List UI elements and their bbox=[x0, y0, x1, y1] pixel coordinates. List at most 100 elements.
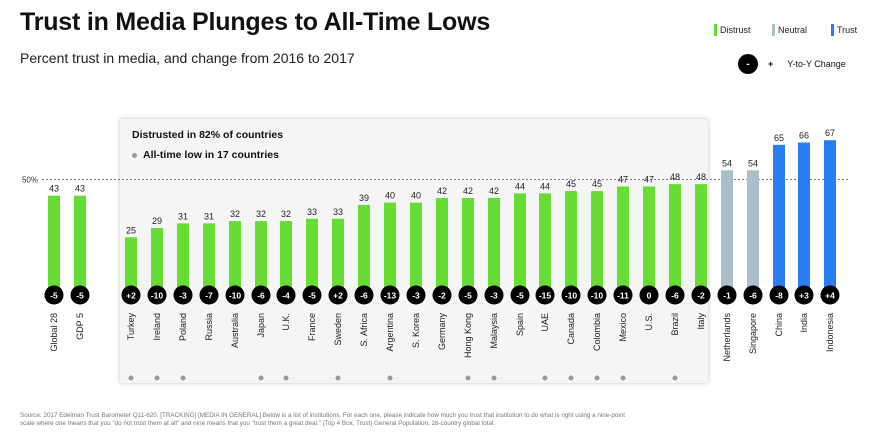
legend-label-distrust: Distrust bbox=[720, 25, 751, 35]
change-marker-brazil bbox=[665, 285, 685, 305]
change-marker-poland bbox=[173, 285, 193, 305]
yoy-dot-icon: - bbox=[738, 54, 758, 74]
category-label-china: China bbox=[774, 313, 784, 337]
all-time-low-dot-poland bbox=[180, 375, 186, 381]
change-marker-malaysia bbox=[484, 285, 504, 305]
value-label-uae: 44 bbox=[540, 181, 550, 191]
all-time-low-dot-colombia bbox=[594, 375, 600, 381]
category-label-japan: Japan bbox=[256, 313, 266, 338]
change-label-australia: -10 bbox=[229, 291, 242, 301]
change-marker-singapore bbox=[743, 285, 763, 305]
bar-mexico bbox=[617, 186, 629, 295]
change-marker-mexico bbox=[613, 285, 633, 305]
category-label-spain: Spain bbox=[515, 313, 525, 336]
category-label-uae: UAE bbox=[540, 313, 550, 332]
category-label-mexico: Mexico bbox=[618, 313, 628, 342]
value-label-japan: 32 bbox=[256, 209, 266, 219]
legend-item-distrust: Distrust bbox=[714, 24, 751, 36]
value-label-s-korea: 40 bbox=[411, 191, 421, 201]
category-label-italy: Italy bbox=[696, 313, 706, 330]
value-label-poland: 31 bbox=[178, 211, 188, 221]
bar-s-korea bbox=[410, 202, 422, 295]
all-time-low-dot-canada bbox=[568, 375, 574, 381]
all-time-low-dot-u-k bbox=[283, 375, 289, 381]
bar-japan bbox=[255, 221, 267, 295]
category-label-sweden: Sweden bbox=[333, 313, 343, 346]
all-time-low-dot-brazil bbox=[672, 375, 678, 381]
value-label-canada: 45 bbox=[566, 179, 576, 189]
value-label-argentina: 40 bbox=[385, 191, 395, 201]
change-marker-australia bbox=[225, 285, 245, 305]
bar-s-africa bbox=[358, 204, 370, 295]
category-label-ireland: Ireland bbox=[152, 313, 162, 341]
bar-singapore bbox=[747, 170, 759, 295]
bar-turkey bbox=[125, 237, 137, 295]
source-note: Source: 2017 Edelman Trust Barometer Q11… bbox=[20, 412, 626, 427]
all-time-low-dot-japan bbox=[258, 375, 264, 381]
change-marker-sweden bbox=[328, 285, 348, 305]
change-marker-s-africa bbox=[354, 285, 374, 305]
all-time-low-dot-turkey bbox=[128, 375, 134, 381]
change-label-global-28: -5 bbox=[50, 291, 58, 301]
change-marker-u-k bbox=[276, 285, 296, 305]
callout-line-1: Distrusted in 82% of countries bbox=[132, 129, 284, 141]
bar-india bbox=[798, 142, 810, 295]
change-label-s-africa: -6 bbox=[360, 291, 368, 301]
all-time-low-dot-sweden bbox=[335, 375, 341, 381]
bar-canada bbox=[565, 191, 577, 295]
change-label-malaysia: -3 bbox=[490, 291, 498, 301]
legend-swatch-neutral bbox=[772, 24, 775, 36]
change-marker-canada bbox=[561, 285, 581, 305]
category-label-s-korea: S. Korea bbox=[411, 313, 421, 348]
bullet-icon bbox=[132, 152, 137, 158]
change-marker-italy bbox=[691, 285, 711, 305]
change-marker-gdp-5 bbox=[70, 285, 90, 305]
change-marker-germany bbox=[432, 285, 452, 305]
bar-ireland bbox=[151, 228, 163, 295]
value-label-global-28: 43 bbox=[49, 184, 59, 194]
change-label-mexico: -11 bbox=[617, 291, 629, 301]
all-time-low-dot-uae bbox=[542, 375, 548, 381]
bar-russia bbox=[203, 223, 215, 295]
change-marker-argentina bbox=[380, 285, 400, 305]
value-label-ireland: 29 bbox=[152, 216, 162, 226]
bar-spain bbox=[514, 193, 526, 295]
yoy-legend: - + Y-to-Y Change bbox=[738, 54, 846, 74]
category-label-turkey: Turkey bbox=[126, 313, 136, 341]
category-label-hong-kong: Hong Kong bbox=[463, 313, 473, 358]
bar-colombia bbox=[591, 191, 603, 295]
reference-line-label: 50% bbox=[22, 176, 38, 185]
category-label-russia: Russia bbox=[204, 313, 214, 341]
bar-poland bbox=[177, 223, 189, 295]
value-label-france: 33 bbox=[307, 207, 317, 217]
change-label-u-k: -4 bbox=[282, 291, 290, 301]
change-label-russia: -7 bbox=[205, 291, 213, 301]
bar-brazil bbox=[669, 184, 681, 295]
page-title: Trust in Media Plunges to All-Time Lows bbox=[20, 8, 491, 36]
all-time-low-dot-malaysia bbox=[491, 375, 497, 381]
category-label-canada: Canada bbox=[566, 313, 576, 345]
bar-sweden bbox=[332, 218, 344, 295]
category-label-poland: Poland bbox=[178, 313, 188, 341]
bar-indonesia bbox=[824, 140, 836, 295]
value-label-gdp-5: 43 bbox=[75, 184, 85, 194]
all-time-low-dot-hong-kong bbox=[465, 375, 471, 381]
all-time-low-dot-argentina bbox=[387, 375, 393, 381]
change-label-germany: -2 bbox=[438, 291, 446, 301]
bar-netherlands bbox=[721, 170, 733, 295]
bar-hong-kong bbox=[462, 197, 474, 295]
change-label-hong-kong: -5 bbox=[464, 291, 472, 301]
category-label-malaysia: Malaysia bbox=[489, 313, 499, 349]
category-label-germany: Germany bbox=[437, 313, 447, 351]
bar-france bbox=[306, 218, 318, 295]
change-label-argentina: -13 bbox=[384, 291, 397, 301]
bar-china bbox=[773, 144, 785, 295]
change-label-gdp-5: -5 bbox=[76, 291, 84, 301]
category-label-india: India bbox=[799, 313, 809, 333]
value-label-indonesia: 67 bbox=[825, 128, 835, 138]
change-marker-turkey bbox=[121, 285, 141, 305]
value-label-malaysia: 42 bbox=[489, 186, 499, 196]
bar-argentina bbox=[384, 202, 396, 295]
bar-australia bbox=[229, 221, 241, 295]
